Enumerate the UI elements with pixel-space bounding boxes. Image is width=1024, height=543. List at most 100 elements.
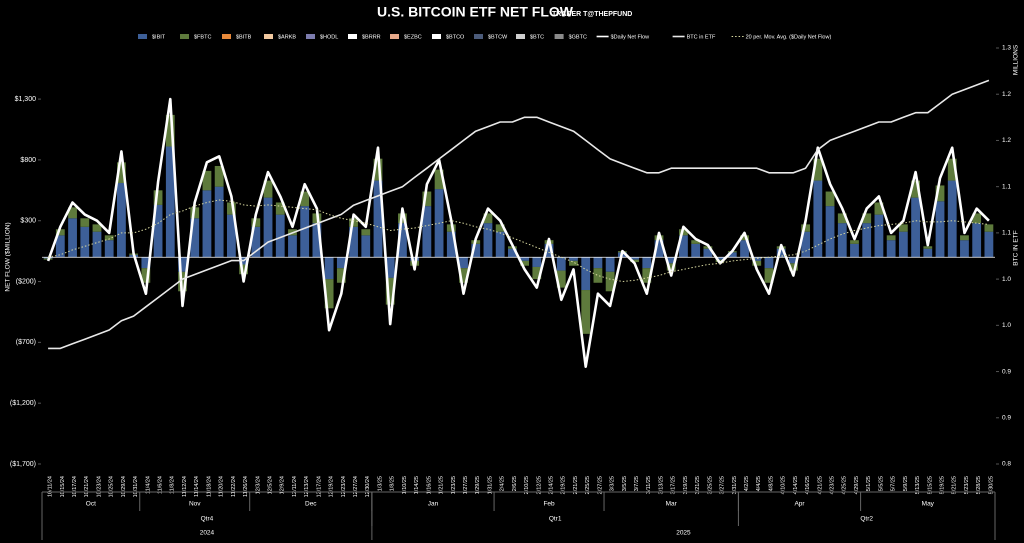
bar-segment (715, 259, 725, 263)
bar-segment (532, 266, 542, 280)
chart-title: U.S. BITCOIN ETF NET FLOW (377, 4, 574, 20)
bar-segment (593, 268, 603, 283)
x-tick-label: 3/3/25 (610, 476, 616, 491)
x-tick-label: 5/23/25 (964, 476, 970, 494)
y2-tick-label: 1.0 (1002, 276, 1011, 283)
bar-segment (104, 240, 114, 258)
bar-segment (679, 229, 688, 236)
bar-segment (153, 190, 163, 205)
bar-segment (984, 224, 994, 232)
bar-segment (226, 214, 236, 258)
x-tick-label: 5/19/25 (939, 476, 945, 494)
bar-segment (703, 248, 713, 258)
x-tick-label: 3/25/25 (707, 476, 713, 494)
bar-segment (165, 114, 175, 147)
bar-segment (68, 207, 77, 219)
bar-segment (605, 271, 615, 292)
x-tick-label: 4/2/25 (744, 476, 750, 491)
bar-segment (947, 158, 957, 181)
x-tick-label: 10/29/24 (121, 476, 127, 497)
y2-tick-label: 1.1 (1002, 183, 1011, 190)
x-tick-label: 12/3/24 (255, 476, 261, 494)
bar-segment (507, 248, 517, 258)
y2-tick-label: 0.9 (1002, 414, 1011, 421)
x-tick-label: 3/27/25 (720, 476, 726, 494)
bar-segment (92, 224, 102, 232)
bar-segment (789, 257, 798, 264)
bar-segment (886, 235, 896, 241)
x-tick-label: 12/27/24 (353, 476, 359, 497)
bar-segment (153, 204, 163, 258)
bar-segment (459, 257, 468, 269)
x-tick-label: 3/21/25 (695, 476, 701, 494)
x-tick-label: 3/7/25 (634, 476, 640, 491)
bar-segment (373, 158, 383, 181)
month-label: Nov (189, 501, 201, 508)
bar-segment (752, 260, 762, 266)
x-tick-label: 5/5/25 (878, 476, 884, 491)
x-tick-label: 4/25/25 (842, 476, 848, 494)
bar-segment (68, 218, 77, 258)
x-tick-label: 12/23/24 (341, 476, 347, 497)
bar-segment (569, 257, 578, 261)
bar-segment (459, 268, 468, 283)
bar-segment (960, 240, 969, 258)
legend-swatch (474, 34, 483, 39)
x-tick-label: 12/19/24 (329, 476, 335, 497)
bar-segment (740, 235, 749, 241)
x-tick-label: 1/3/25 (377, 476, 383, 491)
bar-segment (178, 257, 187, 272)
bar-segment (410, 257, 420, 261)
bar-segment (275, 202, 285, 215)
x-tick-label: 3/19/25 (683, 476, 689, 494)
x-tick-label: 10/31/24 (133, 476, 139, 497)
x-tick-label: 11/8/24 (170, 476, 176, 494)
x-tick-label: 2/25/25 (585, 476, 591, 494)
x-tick-label: 4/29/25 (854, 476, 860, 494)
x-tick-label: 4/14/25 (793, 476, 799, 494)
y-tick-label: $300 (20, 218, 36, 225)
bar-segment (911, 180, 920, 198)
bar-segment (483, 223, 493, 258)
bar-segment (80, 218, 90, 227)
bar-segment (336, 268, 346, 283)
bar-segment (593, 257, 603, 269)
x-tick-label: 2/12/25 (536, 476, 542, 494)
month-label: Oct (86, 501, 96, 508)
bar-segment (275, 214, 285, 258)
bar-segment (935, 185, 945, 202)
legend-swatch (516, 34, 525, 39)
bar-segment (654, 240, 664, 258)
x-tick-label: 5/1/25 (866, 476, 872, 491)
y-tick-label: $1,300 (15, 96, 37, 103)
legend-label: $BITB (236, 34, 252, 40)
bar-segment (495, 231, 505, 258)
y2-tick-label: 1.0 (1002, 322, 1011, 329)
legend-label: $Daily Net Flow (611, 34, 650, 40)
bar-segment (960, 235, 969, 241)
bar-segment (898, 224, 908, 232)
x-tick-label: 10/25/24 (109, 476, 115, 497)
bar-segment (898, 231, 908, 258)
bar-segment (263, 197, 273, 258)
bar-segment (691, 243, 701, 258)
x-tick-label: 5/7/25 (891, 476, 897, 491)
y2-axis-unit: MILLIONS (1013, 44, 1020, 75)
x-tick-label: 1/14/25 (414, 476, 420, 494)
x-tick-label: 10/23/24 (96, 476, 102, 497)
bar-segment (581, 257, 591, 291)
bar-segment (727, 252, 737, 258)
bar-segment (984, 231, 994, 258)
bar-segment (850, 243, 859, 258)
bar-segment (385, 277, 395, 305)
bar-segment (190, 218, 200, 258)
bar-segment (398, 223, 407, 258)
x-tick-label: 1/8/25 (390, 476, 396, 491)
bar-segment (666, 257, 676, 264)
bar-segment (300, 206, 310, 258)
bar-segment (715, 257, 725, 260)
legend-label: $FBTC (194, 34, 211, 40)
x-tick-label: 2/21/25 (573, 476, 579, 494)
bar-segment (434, 169, 444, 190)
legend-label: $BRRR (362, 34, 381, 40)
